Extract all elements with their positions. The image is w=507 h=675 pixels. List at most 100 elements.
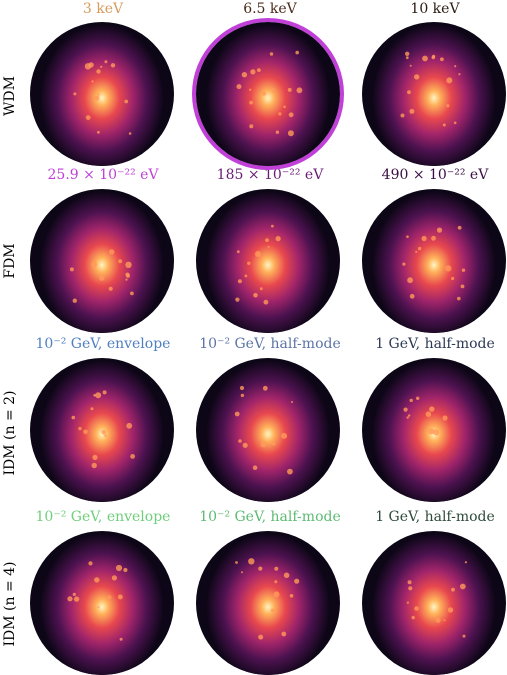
subhalo — [236, 84, 242, 90]
subhalo — [125, 278, 128, 281]
subhalo — [94, 95, 100, 101]
subhalo — [270, 608, 275, 613]
col-label-r3-c1: 10⁻² GeV, half-mode — [199, 509, 341, 525]
subhalo — [445, 265, 452, 272]
subhalo — [72, 298, 77, 303]
subhalo — [249, 100, 253, 105]
subhalo — [253, 292, 258, 298]
subhalo — [272, 90, 275, 93]
subhalo — [94, 577, 100, 583]
subhalo — [118, 259, 123, 264]
subhalo — [408, 586, 413, 591]
halo-image-r0-c2 — [362, 22, 506, 166]
subhalo — [255, 251, 261, 257]
subhalo — [267, 245, 270, 248]
col-label-r0-c1: 6.5 keV — [243, 1, 297, 17]
halo-image-r0-c1 — [196, 22, 340, 166]
subhalo — [459, 583, 466, 590]
subhalo — [418, 246, 422, 251]
subhalo — [244, 274, 248, 278]
subhalo — [416, 396, 420, 400]
subhalo — [414, 74, 420, 80]
subhalo — [464, 561, 467, 564]
subhalo — [123, 567, 128, 573]
subhalo — [99, 275, 105, 281]
subhalo — [67, 596, 73, 602]
col-label-r0-c0: 3 keV — [82, 1, 124, 17]
halo-image-r2-c0 — [30, 358, 174, 502]
halo-image-r3-c1 — [196, 531, 340, 675]
col-label-r2-c1: 10⁻² GeV, half-mode — [199, 336, 341, 352]
halo-density — [206, 533, 330, 675]
halo-density — [372, 533, 496, 675]
subhalo — [291, 401, 293, 403]
subhalo — [73, 596, 80, 602]
subhalo — [442, 415, 448, 421]
subhalo — [97, 130, 100, 134]
halo-density — [372, 191, 496, 333]
row-label-idm-n4: IDM (n = 4) — [2, 561, 18, 647]
subhalo — [262, 91, 266, 96]
col-label-r3-c0: 10⁻² GeV, envelope — [35, 509, 171, 525]
subhalo — [440, 57, 444, 62]
subhalo — [239, 385, 245, 391]
subhalo — [242, 442, 248, 448]
subhalo — [442, 123, 446, 127]
subhalo — [409, 398, 413, 403]
subhalo — [271, 224, 274, 228]
subhalo — [405, 56, 409, 60]
halo-image-r2-c2 — [362, 358, 506, 502]
subhalo — [296, 87, 303, 94]
halo-density — [40, 24, 164, 166]
col-label-r1-c1: 185 × 10⁻²² eV — [216, 167, 324, 183]
subhalo — [249, 88, 252, 92]
subhalo — [241, 571, 243, 574]
subhalo — [454, 65, 457, 68]
subhalo — [238, 439, 242, 443]
col-label-r1-c2: 490 × 10⁻²² eV — [381, 167, 489, 183]
subhalo — [433, 429, 440, 436]
subhalo — [294, 578, 300, 584]
subhalo — [260, 441, 267, 448]
subhalo — [91, 80, 94, 83]
row-label-idm-n2: IDM (n = 2) — [2, 390, 18, 476]
subhalo — [128, 132, 132, 135]
subhalo — [252, 465, 258, 470]
subhalo — [83, 429, 88, 435]
subhalo — [287, 87, 292, 92]
subhalo — [97, 93, 100, 96]
subhalo — [125, 261, 132, 268]
subhalo — [446, 77, 453, 84]
subhalo — [119, 637, 123, 641]
subhalo — [457, 296, 461, 301]
subhalo — [289, 594, 294, 598]
subhalo — [235, 561, 238, 564]
subhalo — [431, 55, 436, 60]
subhalo — [415, 250, 418, 253]
subhalo — [96, 69, 101, 74]
subhalo — [262, 385, 268, 391]
subhalo — [259, 287, 263, 291]
subhalo — [91, 261, 98, 268]
subhalo — [92, 454, 98, 460]
subhalo — [102, 253, 106, 256]
subhalo — [422, 55, 428, 62]
subhalo — [274, 566, 279, 571]
subhalo — [269, 52, 274, 56]
subhalo — [248, 558, 255, 565]
halo-image-r2-c1 — [196, 358, 340, 502]
halo-image-r3-c0 — [30, 531, 174, 675]
subhalo — [425, 411, 432, 417]
halo-image-r0-c0 — [30, 22, 174, 166]
subhalo — [429, 406, 435, 412]
col-label-r2-c2: 1 GeV, half-mode — [375, 336, 495, 352]
subhalo — [101, 430, 106, 435]
subhalo — [111, 575, 117, 581]
halo-density — [206, 24, 330, 166]
subhalo — [288, 112, 294, 118]
subhalo — [78, 426, 82, 431]
col-label-r1-c0: 25.9 × 10⁻²² eV — [47, 167, 159, 183]
subhalo — [411, 615, 415, 620]
subhalo — [85, 115, 91, 120]
halo-image-r1-c1 — [196, 189, 340, 333]
